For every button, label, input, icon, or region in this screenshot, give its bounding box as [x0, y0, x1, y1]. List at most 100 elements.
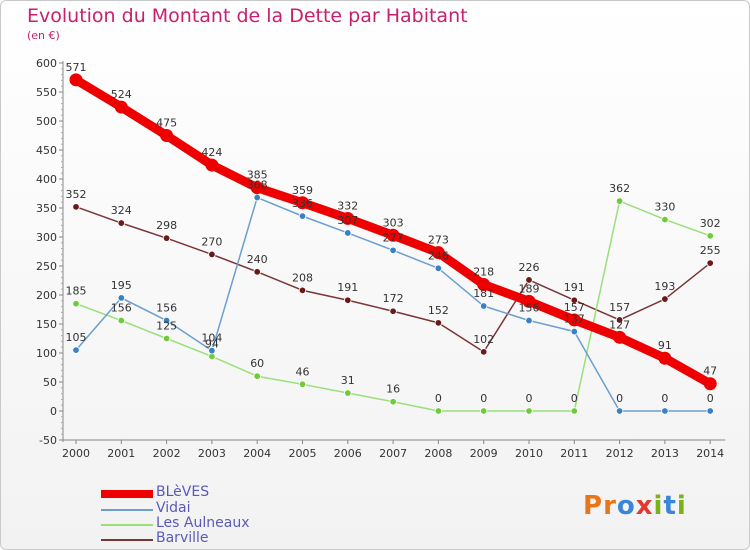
data-point [613, 330, 627, 344]
x-tick-label: 2006 [334, 447, 362, 460]
data-point [162, 234, 171, 242]
data-label: 172 [383, 292, 404, 305]
data-label: 0 [526, 392, 533, 405]
data-label: 102 [473, 333, 494, 346]
legend-swatch [101, 509, 153, 511]
data-label: 94 [205, 337, 219, 350]
data-point [344, 229, 352, 237]
data-point [253, 268, 261, 276]
data-label: 156 [519, 302, 540, 315]
y-tick-label: 600 [36, 57, 57, 70]
data-label: 218 [473, 266, 494, 279]
data-point [162, 334, 171, 343]
data-label: 191 [337, 281, 358, 294]
x-tick-label: 2009 [470, 447, 498, 460]
data-point [567, 313, 581, 327]
data-label: 246 [428, 249, 449, 262]
legend-label: BLèVES [156, 484, 210, 500]
data-label: 31 [341, 374, 355, 387]
data-label: 368 [247, 179, 268, 192]
data-label: 240 [247, 253, 268, 266]
legend-swatch [101, 524, 153, 526]
data-label: 524 [111, 88, 132, 101]
x-tick-label: 2003 [198, 447, 226, 460]
data-point [480, 302, 488, 310]
data-point [434, 264, 443, 273]
y-tick-label: 500 [36, 115, 57, 128]
data-label: 189 [519, 282, 540, 295]
data-point [434, 319, 443, 327]
data-label: 91 [658, 339, 672, 352]
data-point [703, 377, 717, 391]
y-tick-label: 450 [36, 144, 57, 157]
data-point [661, 295, 669, 303]
data-point [386, 228, 400, 242]
data-point [389, 398, 397, 406]
data-point [477, 278, 491, 292]
data-point [205, 158, 219, 172]
data-point [344, 296, 352, 304]
data-point [706, 232, 714, 240]
data-label: 137 [564, 313, 585, 326]
y-tick-label: 550 [36, 86, 57, 99]
x-tick-label: 2012 [606, 447, 634, 460]
y-tick-label: 50 [43, 376, 57, 389]
proxiti-logo: Proxiti [583, 491, 687, 521]
data-point [570, 407, 578, 415]
data-label: 181 [473, 287, 494, 300]
data-point [117, 294, 125, 302]
legend-label: Les Aulneaux [156, 515, 250, 531]
data-point [298, 380, 307, 389]
data-label: 307 [337, 214, 358, 227]
data-point [434, 407, 443, 415]
data-point [253, 193, 261, 202]
data-point [661, 407, 669, 415]
data-label: 191 [564, 281, 585, 294]
legend-label: Barville [156, 530, 209, 546]
data-label: 424 [201, 146, 222, 159]
data-point [480, 407, 488, 415]
data-label: 330 [654, 201, 675, 214]
x-tick-label: 2001 [107, 447, 135, 460]
y-tick-label: 0 [50, 405, 57, 418]
logo-letter: x [635, 491, 654, 521]
data-point [615, 197, 624, 205]
logo-letter: o [616, 491, 636, 521]
data-label: 195 [111, 279, 132, 292]
data-point [72, 346, 80, 354]
logo-letter: i [653, 491, 664, 521]
y-tick-label: -50 [39, 434, 57, 447]
data-label: 156 [111, 302, 132, 315]
y-tick-label: 100 [36, 347, 57, 360]
data-point [615, 407, 624, 415]
data-point [480, 348, 488, 356]
data-label: 475 [156, 117, 177, 130]
data-label: 277 [383, 231, 404, 244]
data-point [570, 296, 578, 304]
data-label: 332 [337, 199, 358, 212]
data-point [344, 389, 352, 397]
data-point [162, 316, 171, 325]
data-label: 0 [435, 392, 442, 405]
data-label: 302 [700, 217, 721, 230]
data-point [117, 316, 125, 325]
y-tick-label: 400 [36, 173, 57, 186]
data-point [706, 407, 714, 415]
data-point [431, 246, 445, 260]
data-label: 157 [609, 301, 630, 314]
data-label: 46 [296, 365, 310, 378]
x-tick-label: 2014 [696, 447, 724, 460]
data-label: 0 [707, 392, 714, 405]
data-label: 336 [292, 197, 313, 210]
data-label: 105 [66, 331, 87, 344]
logo-letter: t [663, 491, 677, 521]
y-tick-label: 200 [36, 289, 57, 302]
data-label: 127 [609, 318, 630, 331]
legend-swatch [101, 539, 153, 541]
data-point [389, 246, 397, 255]
data-label: 125 [156, 320, 177, 333]
data-label: 16 [386, 383, 400, 396]
data-point [525, 316, 533, 325]
data-point [114, 100, 128, 114]
